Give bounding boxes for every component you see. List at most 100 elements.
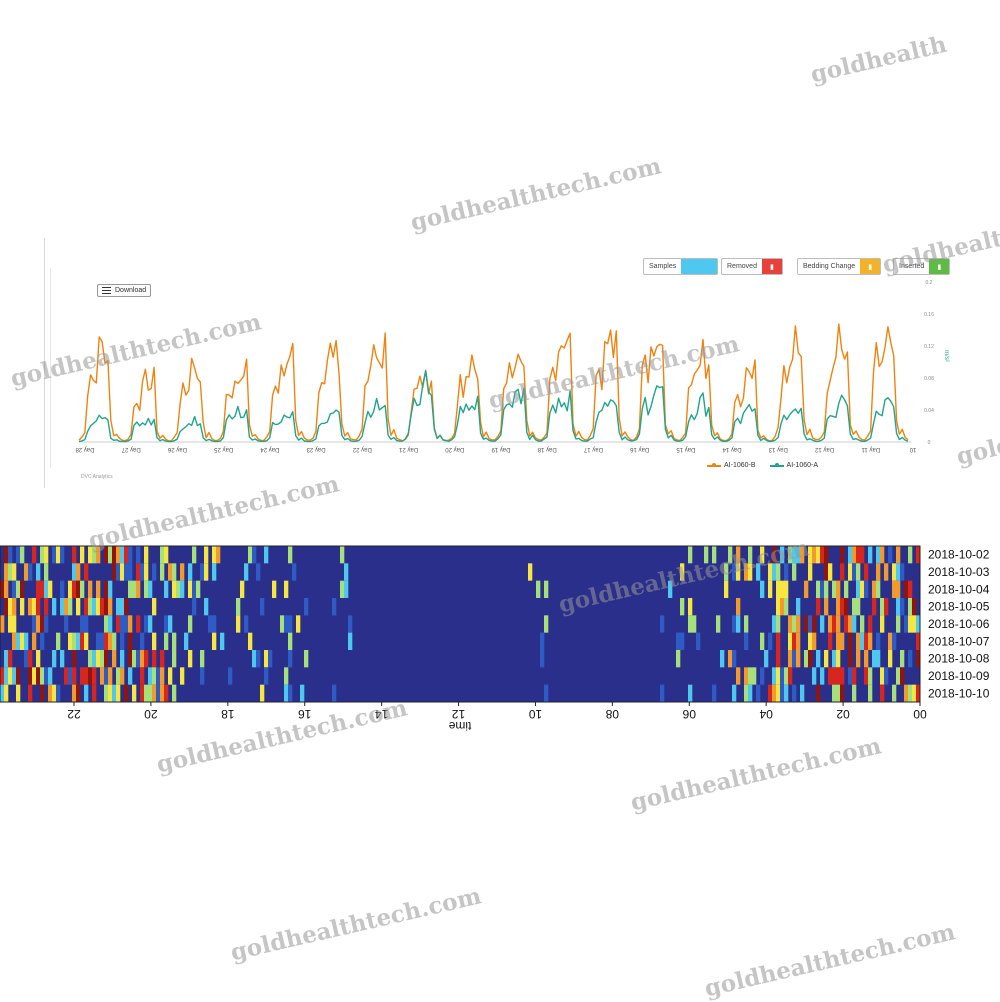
heatmap-cell: [40, 667, 45, 685]
x-tick-label: Day 21: [398, 446, 418, 452]
heatmap-cell: [36, 580, 41, 598]
legend-inserted-button[interactable]: Inserted ▮: [893, 258, 951, 275]
heatmap-cell: [12, 632, 17, 650]
heatmap-cell: [164, 684, 169, 702]
heatmap-cell: [128, 580, 133, 598]
heatmap-cell: [8, 563, 13, 581]
heatmap-cell: [164, 546, 169, 564]
heatmap-cell: [200, 667, 205, 685]
heatmap-cell: [904, 684, 909, 702]
legend-removed-label: Removed: [727, 263, 757, 270]
heatmap-cell: [168, 615, 173, 633]
heatmap-cell: [60, 598, 65, 616]
heatmap-cell: [688, 615, 693, 633]
heatmap-cell: [20, 598, 25, 616]
heatmap-cell: [856, 650, 861, 668]
heatmap-cell: [84, 632, 89, 650]
heatmap-cell: [204, 563, 209, 581]
series-key-a[interactable]: AI-1060-A: [769, 462, 818, 469]
legend-samples-button[interactable]: Samples: [643, 258, 719, 275]
heatmap-cell: [284, 684, 289, 702]
heatmap-x-tick-label: 00: [913, 707, 927, 721]
heatmap-cell: [108, 684, 113, 702]
legend-removed-button[interactable]: Removed ▮: [721, 258, 783, 275]
heatmap-cell: [100, 667, 105, 685]
heatmap-cell: [776, 632, 781, 650]
heatmap-y-label: 2018-10-05: [928, 600, 990, 614]
heatmap-y-label: 2018-10-08: [928, 652, 990, 666]
heatmap-cell: [4, 563, 9, 581]
heatmap-cell: [832, 615, 837, 633]
heatmap-cell: [264, 546, 269, 564]
heatmap-cell: [776, 580, 781, 598]
heatmap-cell: [36, 667, 41, 685]
heatmap-cell: [840, 546, 845, 564]
heatmap-cell: [828, 632, 833, 650]
heatmap-cell: [236, 615, 241, 633]
heatmap-cell: [56, 632, 61, 650]
heatmap-y-label: 2018-10-06: [928, 617, 990, 631]
line-chart-panel: Download Samples Removed ▮ Bedding Chang…: [44, 238, 971, 488]
heatmap-cell: [16, 546, 21, 564]
heatmap-cell: [768, 684, 773, 702]
heatmap-cell: [140, 684, 145, 702]
series-key-b[interactable]: AI-1060-B: [707, 462, 756, 469]
heatmap-cell: [836, 684, 841, 702]
heatmap-cell: [780, 546, 785, 564]
heatmap-cell: [848, 615, 853, 633]
x-tick-label: 10: [909, 446, 916, 452]
heatmap-cell: [804, 650, 809, 668]
heatmap-cell: [840, 632, 845, 650]
heatmap-cell: [40, 632, 45, 650]
heatmap-cell: [912, 615, 917, 633]
heatmap-cell: [28, 598, 33, 616]
heatmap-cell: [304, 650, 309, 668]
heatmap-cell: [0, 580, 5, 598]
heatmap-cell: [124, 598, 129, 616]
heatmap-cell: [896, 563, 901, 581]
heatmap-cell: [876, 546, 881, 564]
heatmap-cell: [204, 546, 209, 564]
heatmap-cell: [856, 563, 861, 581]
heatmap-cell: [4, 684, 9, 702]
heatmap-cell: [180, 667, 185, 685]
heatmap-cell: [196, 580, 201, 598]
heatmap-cell: [192, 546, 197, 564]
heatmap-cell: [872, 580, 877, 598]
heatmap-cell: [252, 546, 257, 564]
heatmap-cell: [540, 650, 545, 668]
heatmap-cell: [868, 615, 873, 633]
y-tick-label: 0: [928, 440, 931, 446]
download-button[interactable]: Download: [97, 284, 152, 297]
heatmap-cell: [120, 632, 125, 650]
heatmap-cell: [8, 615, 13, 633]
heatmap-cell: [148, 615, 153, 633]
heatmap-cell: [808, 632, 813, 650]
heatmap-x-tick-label: 20: [144, 707, 158, 721]
heatmap-cell: [104, 546, 109, 564]
heatmap-cell: [168, 667, 173, 685]
heatmap-cell: [864, 563, 869, 581]
heatmap-cell: [864, 650, 869, 668]
heatmap-cell: [60, 650, 65, 668]
legend-bedding-change-button[interactable]: Bedding Change ▮: [797, 258, 882, 275]
heatmap-cell: [880, 598, 885, 616]
heatmap-cell: [212, 546, 217, 564]
heatmap-cell: [112, 684, 117, 702]
heatmap-cell: [272, 580, 277, 598]
heatmap-cell: [820, 580, 825, 598]
heatmap-cell: [348, 615, 353, 633]
heatmap-cell: [0, 684, 5, 702]
heatmap-cell: [80, 632, 85, 650]
heatmap-cell: [16, 580, 21, 598]
heatmap-cell: [144, 563, 149, 581]
heatmap-cell: [0, 615, 5, 633]
heatmap-cell: [8, 546, 13, 564]
heatmap-cell: [128, 650, 133, 668]
heatmap-cell: [724, 563, 729, 581]
heatmap-cell: [136, 615, 141, 633]
heatmap-cell: [768, 632, 773, 650]
heatmap-cell: [188, 580, 193, 598]
heatmap-cell: [776, 667, 781, 685]
heatmap-cell: [148, 667, 153, 685]
